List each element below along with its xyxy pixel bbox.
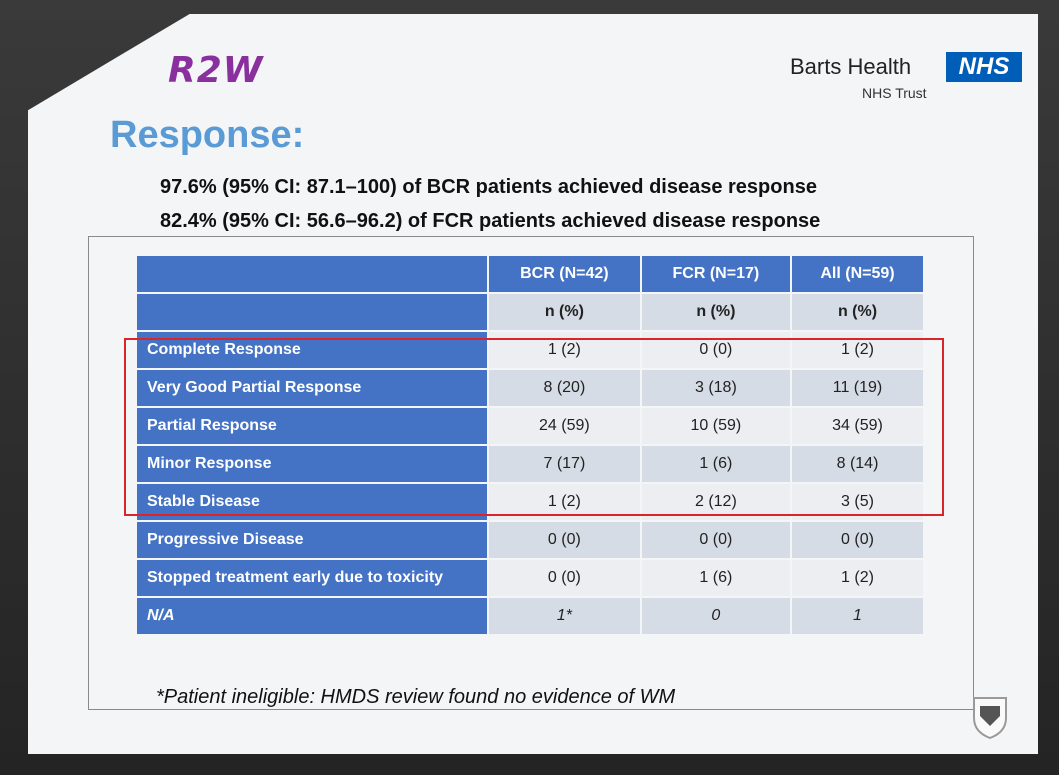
subheader-fcr: n (%) <box>641 294 790 330</box>
row-label: Stopped treatment early due to toxicity <box>137 560 487 596</box>
cell-bcr: 7 (17) <box>489 446 640 482</box>
column-header-bcr: BCR (N=42) <box>489 256 640 292</box>
cell-fcr: 1 (6) <box>641 446 790 482</box>
table-row: Partial Response 24 (59) 10 (59) 34 (59) <box>137 408 923 444</box>
cell-bcr: 0 (0) <box>489 560 640 596</box>
cell-all: 8 (14) <box>792 446 923 482</box>
subheader-all: n (%) <box>792 294 923 330</box>
column-header-all: All (N=59) <box>792 256 923 292</box>
cell-bcr: 8 (20) <box>489 370 640 406</box>
table-header-row: BCR (N=42) FCR (N=17) All (N=59) <box>137 256 923 292</box>
cell-all: 0 (0) <box>792 522 923 558</box>
org-name: Barts Health <box>790 54 912 79</box>
shield-logo-icon <box>970 694 1010 740</box>
org-subtitle: NHS Trust <box>862 85 927 101</box>
table-subheader-row: n (%) n (%) n (%) <box>137 294 923 330</box>
response-table: BCR (N=42) FCR (N=17) All (N=59) n (%) n… <box>135 254 925 636</box>
row-label: Minor Response <box>137 446 487 482</box>
cell-fcr: 0 (0) <box>641 522 790 558</box>
table-row: Stopped treatment early due to toxicity … <box>137 560 923 596</box>
cell-all: 1 <box>792 598 923 634</box>
subheader-blank-cell <box>137 294 487 330</box>
cell-all: 1 (2) <box>792 560 923 596</box>
stat-fcr: 82.4% (95% CI: 56.6–96.2) of FCR patient… <box>160 210 821 232</box>
cell-all: 11 (19) <box>792 370 923 406</box>
cell-fcr: 3 (18) <box>641 370 790 406</box>
table-row: Minor Response 7 (17) 1 (6) 8 (14) <box>137 446 923 482</box>
cell-bcr: 0 (0) <box>489 522 640 558</box>
table-row: Very Good Partial Response 8 (20) 3 (18)… <box>137 370 923 406</box>
table-frame <box>88 236 974 710</box>
slide-title: Response: <box>110 114 305 156</box>
table-row: Complete Response 1 (2) 0 (0) 1 (2) <box>137 332 923 368</box>
footnote: *Patient ineligible: HMDS review found n… <box>156 686 676 708</box>
row-label: N/A <box>137 598 487 634</box>
stat-bcr: 97.6% (95% CI: 87.1–100) of BCR patients… <box>160 176 817 198</box>
cell-bcr: 24 (59) <box>489 408 640 444</box>
cell-fcr: 1 (6) <box>641 560 790 596</box>
cell-fcr: 0 <box>641 598 790 634</box>
row-label: Very Good Partial Response <box>137 370 487 406</box>
highlight-box <box>124 338 944 516</box>
cell-all: 34 (59) <box>792 408 923 444</box>
column-header-fcr: FCR (N=17) <box>641 256 790 292</box>
table-row: N/A 1* 0 1 <box>137 598 923 634</box>
table-row: Progressive Disease 0 (0) 0 (0) 0 (0) <box>137 522 923 558</box>
subheader-bcr: n (%) <box>489 294 640 330</box>
r2w-logo: R2W <box>168 50 264 91</box>
nhs-badge: NHS <box>946 52 1022 82</box>
cell-bcr: 1* <box>489 598 640 634</box>
row-label: Partial Response <box>137 408 487 444</box>
row-label: Progressive Disease <box>137 522 487 558</box>
header-blank-cell <box>137 256 487 292</box>
cell-fcr: 10 (59) <box>641 408 790 444</box>
